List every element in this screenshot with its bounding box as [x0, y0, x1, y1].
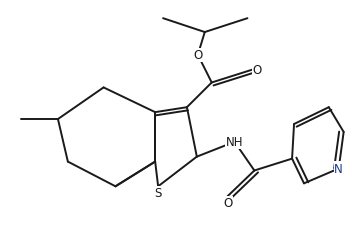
Text: S: S: [155, 186, 162, 200]
Text: O: O: [252, 64, 262, 77]
Text: N: N: [334, 162, 343, 175]
Text: O: O: [223, 196, 232, 209]
Text: NH: NH: [226, 136, 243, 149]
Text: O: O: [193, 49, 202, 62]
